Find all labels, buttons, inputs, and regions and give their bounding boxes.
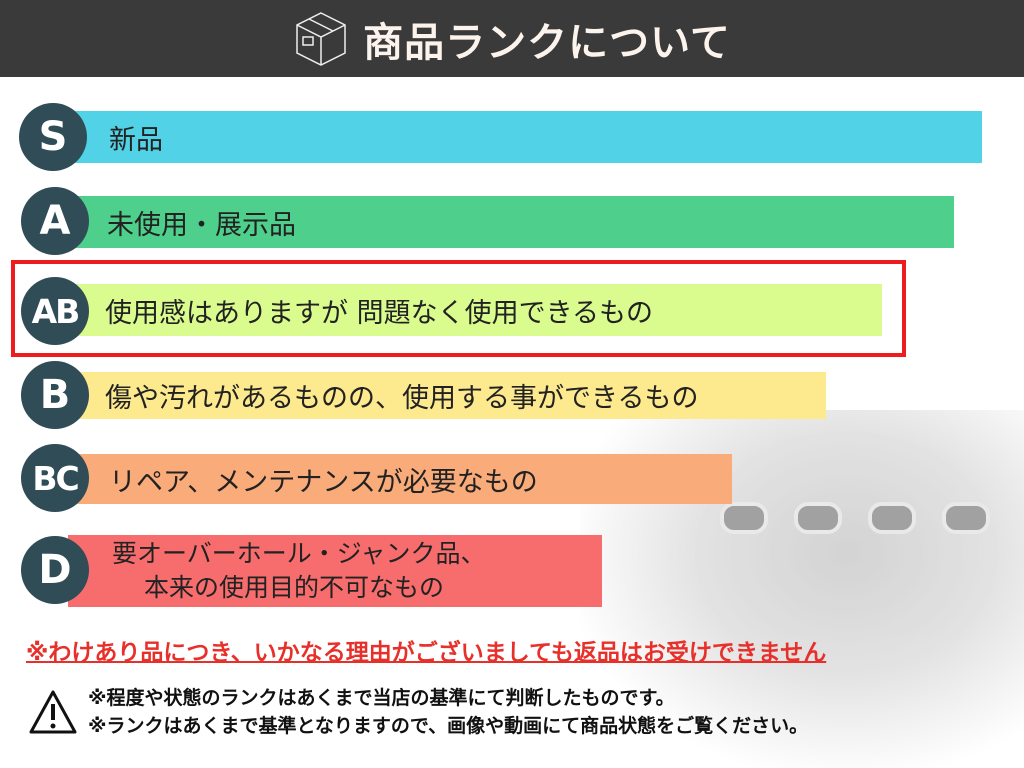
box-icon xyxy=(296,11,346,66)
rank-label: リペア、メンテナンスが必要なもの xyxy=(109,466,538,498)
highlight-box xyxy=(11,260,906,357)
rank-bar-ab: 使用感はありますが 問題なく使用できるもの xyxy=(75,284,882,336)
rank-badge-s: S xyxy=(19,103,87,171)
no-return-notice: ※わけあり品につき、いかなる理由がございましても返品はお受けできません xyxy=(26,640,827,666)
rank-bar-b: 傷や汚れがあるものの、使用する事ができるもの xyxy=(75,372,826,419)
rank-bar-s: 新品 xyxy=(75,111,982,163)
page-title: 商品ランクについて xyxy=(363,19,731,66)
rank-label: 新品 xyxy=(109,124,163,156)
rank-label: 使用感はありますが 問題なく使用できるもの xyxy=(105,297,654,329)
rank-label: 未使用・展示品 xyxy=(107,209,296,241)
warning-line-1: ※程度や状態のランクはあくまで当店の基準にて判断したものです。 xyxy=(88,687,675,709)
rank-badge-ab: AB xyxy=(21,277,89,345)
warning-line-2: ※ランクはあくまで基準となりますので、画像や動画にて商品状態をご覧ください。 xyxy=(88,715,809,737)
rank-label-2: 本来の使用目的不可なもの xyxy=(144,573,445,602)
rank-label: 要オーバーホール・ジャンク品、 xyxy=(112,539,486,568)
header: 商品ランクについて xyxy=(0,0,1024,77)
rank-bar-d: 要オーバーホール・ジャンク品、 本来の使用目的不可なもの xyxy=(68,535,602,607)
warning-notes: ※程度や状態のランクはあくまで当店の基準にて判断したものです。 ※ランクはあくま… xyxy=(28,684,808,740)
rank-badge-a: A xyxy=(21,187,89,255)
rank-badge-b: B xyxy=(21,361,89,429)
warning-icon xyxy=(29,690,77,734)
rank-bar-bc: リペア、メンテナンスが必要なもの xyxy=(75,454,732,504)
rank-badge-d: D xyxy=(21,536,89,604)
rank-label: 傷や汚れがあるものの、使用する事ができるもの xyxy=(105,383,699,414)
rank-bar-a: 未使用・展示品 xyxy=(75,196,954,248)
rank-badge-bc: BC xyxy=(21,444,89,512)
